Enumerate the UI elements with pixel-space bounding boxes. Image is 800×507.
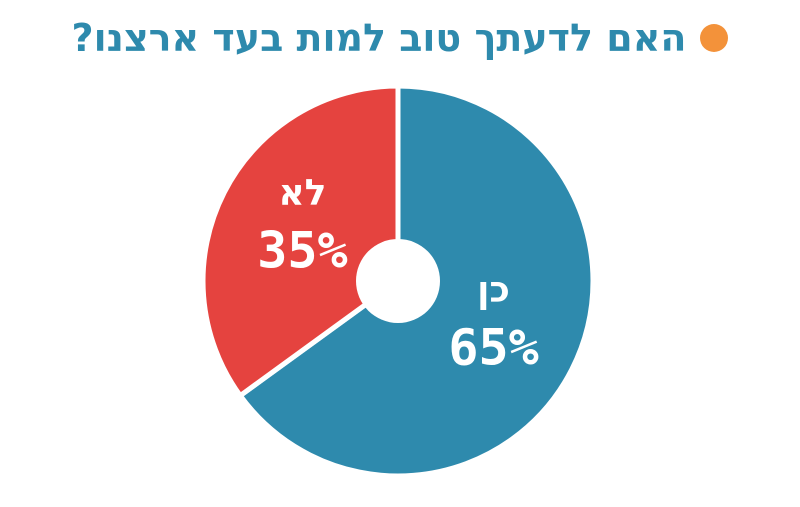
pie-slice-1 bbox=[200, 83, 401, 400]
slice-category-label-1: לא bbox=[278, 172, 326, 213]
slice-category-label-0: כן bbox=[477, 270, 510, 311]
chart-header: האם לדעתך טוב למות בעד ארצנו? bbox=[0, 8, 800, 68]
donut-hole bbox=[356, 239, 440, 323]
slice-value-label-0: 65% bbox=[448, 319, 538, 377]
title-bullet-icon bbox=[700, 24, 729, 52]
chart-title: האם לדעתך טוב למות בעד ארצנו? bbox=[71, 16, 687, 60]
slice-value-label-1: 35% bbox=[257, 221, 347, 279]
